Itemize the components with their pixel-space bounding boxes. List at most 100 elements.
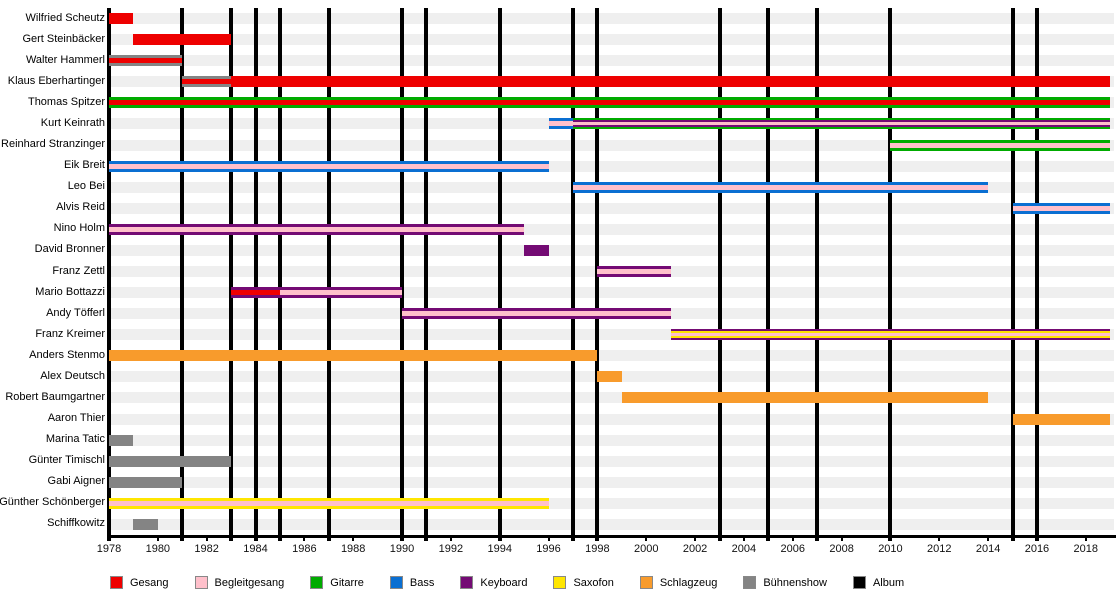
bar-layer-begleitgesang [109,163,549,169]
album-release-line [229,8,234,541]
x-axis-tick [449,535,452,541]
row-label-member: Franz Zettl [52,264,105,277]
bar-segment [109,223,525,235]
x-axis-tick-label: 2000 [633,543,659,555]
bar-layer-buehnenshow [133,518,158,530]
legend-swatch-keyboard [460,576,474,589]
album-release-line [326,8,331,541]
x-axis-tick-label: 1994 [487,543,512,555]
x-axis-tick [645,535,648,541]
member-row-track [109,392,1115,404]
x-axis-tick-label: 2010 [878,543,903,555]
row-label-member: Anders Stenmo [29,348,105,361]
album-release-line [497,8,502,541]
bar-segment [572,181,989,193]
x-axis-tick [303,535,306,541]
row-label-member: Reinhard Stranzinger [1,138,105,151]
bar-layer-begleitgesang [890,142,1111,148]
bar-layer-keyboard [524,244,549,256]
row-label-member: Marina Tatic [45,433,105,446]
x-axis-tick [156,535,159,541]
bar-layer-begleitgesang [1012,205,1111,211]
bar-segment [109,497,549,509]
bar-segment [109,350,598,362]
member-row-track [109,202,1115,214]
bar-layer-begleitgesang [109,226,525,232]
row-label-member: Klaus Eberhartinger [7,74,105,87]
legend-label-schlagzeug: Schlagzeug [659,576,718,589]
bar-segment [1012,413,1111,425]
bar-layer-begleitgesang [402,311,671,317]
x-axis-tick [791,535,794,541]
member-row-track [109,287,1115,299]
bar-layer-gesang [182,79,232,85]
legend-swatch-schlagzeug [639,576,653,589]
legend-item-bass: Bass [389,576,434,589]
bar-layer-gesang [133,34,232,46]
bar-layer-schlagzeug [621,392,989,404]
album-release-line [570,8,575,541]
member-row-track [109,329,1115,341]
legend-swatch-gitarre [310,576,324,589]
bar-segment [109,13,134,25]
row-label-member: Schiffkowitz [47,517,105,530]
bar-layer-begleitgesang [109,500,549,506]
member-row-track [109,34,1115,46]
album-release-line [400,8,405,541]
album-release-line [717,8,722,541]
bar-layer-begleitgesang [597,269,671,274]
bar-segment [1012,202,1111,214]
bar-layer-buehnenshow [109,434,134,446]
album-release-line [1034,8,1039,541]
x-axis-tick-label: 2014 [975,543,1001,555]
x-axis-tick [840,535,843,541]
legend-label-album: Album [872,576,905,589]
x-axis-tick [938,535,941,541]
bar-layer-begleitgesang [572,184,989,190]
bar-segment [133,518,158,530]
album-release-line [815,8,820,541]
row-label-member: Gabi Aigner [47,475,105,488]
bar-segment [402,308,671,320]
album-release-line [107,8,111,541]
x-axis-tick-label: 2002 [682,543,708,555]
bar-segment [109,55,183,67]
album-release-line [766,8,771,541]
bar-segment [231,287,280,299]
row-label-member: Günter Timischl [28,454,105,467]
album-release-line [277,8,282,541]
row-label-member: David Bronner [34,243,105,256]
bar-layer-gesang [109,13,134,25]
bar-layer-begleitgesang [670,333,1111,337]
x-axis-tick [694,535,697,541]
row-label-member: Gert Steinbäcker [22,32,105,45]
legend-item-keyboard: Keyboard [460,576,527,589]
legend-item-begleitgesang: Begleitgesang [194,576,284,589]
x-axis-tick [742,535,745,541]
row-label-member: Leo Bei [67,180,105,193]
x-axis-tick [205,535,208,541]
x-axis-tick-label: 2006 [780,543,805,555]
album-release-line [888,8,893,541]
member-row-track [109,160,1115,172]
row-label-member: Eik Breit [64,159,105,172]
row-label-member: Mario Bottazzi [35,285,105,298]
album-release-line [180,8,185,541]
bar-layer-schlagzeug [1012,413,1111,425]
bar-segment [279,287,403,299]
bar-segment [109,97,1111,109]
member-row-track [109,223,1115,235]
bar-layer-gesang [109,100,1111,106]
member-row-track [109,497,1115,509]
legend-swatch-saxofon [553,576,567,589]
legend-label-gesang: Gesang [130,576,169,589]
x-axis-tick-label: 1984 [243,543,268,555]
bar-layer-begleitgesang [279,290,403,296]
x-axis-tick-label: 2004 [731,543,757,555]
bar-segment [670,329,1111,341]
legend-swatch-buehnenshow [743,576,757,589]
bar-segment [109,434,134,446]
row-label-member: Aaron Thier [47,412,105,425]
bar-layer-schlagzeug [597,371,622,383]
bar-layer-buehnenshow [109,476,183,488]
